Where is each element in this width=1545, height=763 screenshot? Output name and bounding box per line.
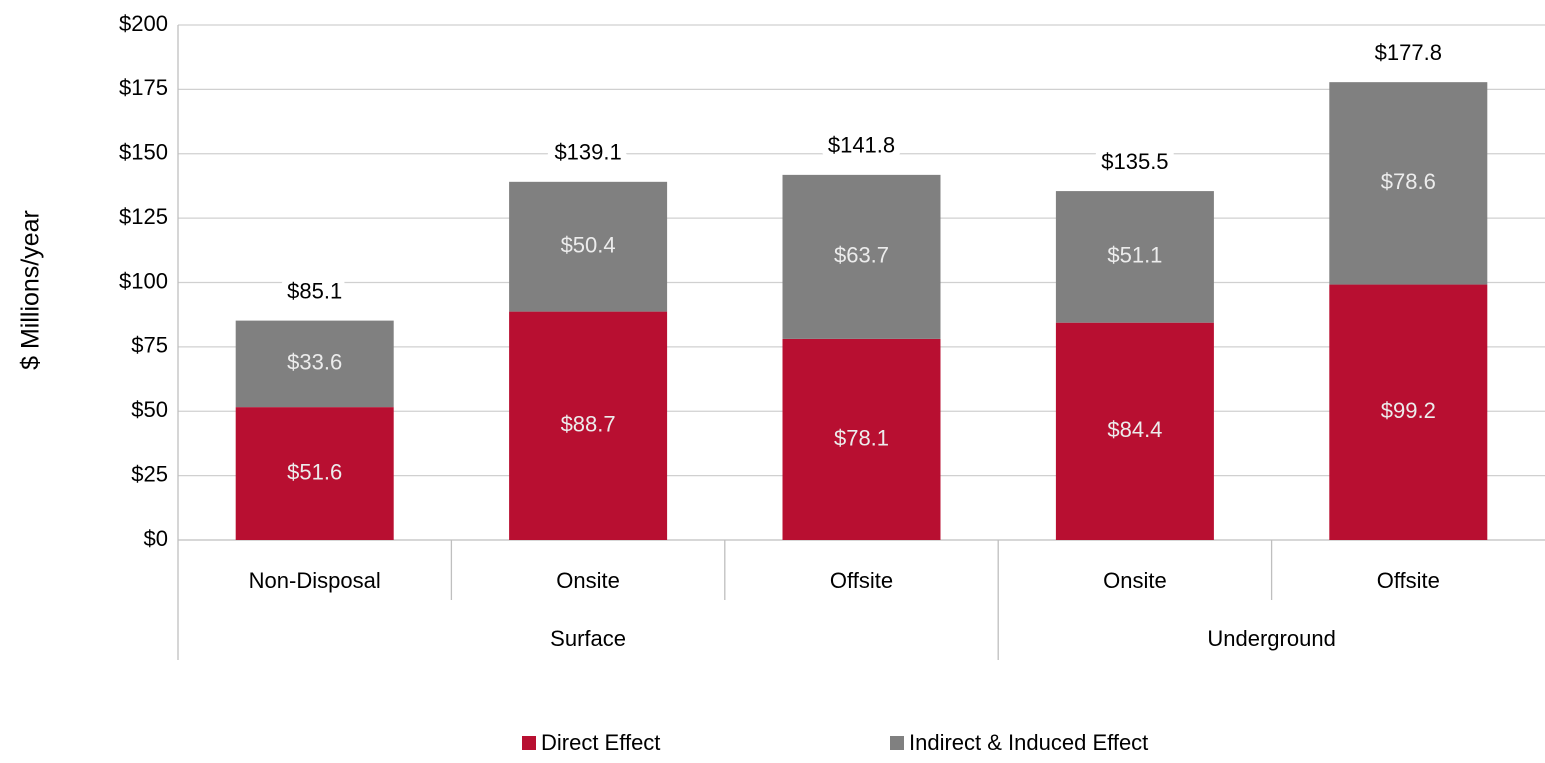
value-label: $63.7 (834, 243, 889, 268)
y-tick-label: $175 (119, 75, 168, 100)
x-tick-label: Offsite (830, 568, 893, 593)
legend-swatch (890, 736, 904, 750)
value-label: $84.4 (1107, 417, 1162, 442)
x-tick-label: Non-Disposal (249, 568, 381, 593)
y-tick-label: $200 (119, 11, 168, 36)
bar-segment (1055, 322, 1214, 540)
x-tick-label: Onsite (1103, 568, 1167, 593)
y-tick-label: $125 (119, 204, 168, 229)
bar-segment (1329, 82, 1488, 285)
value-label: $78.1 (834, 425, 889, 450)
x-tick-label: Onsite (556, 568, 620, 593)
group-label: Underground (1207, 626, 1335, 651)
y-tick-label: $100 (119, 268, 168, 293)
x-tick-label: Offsite (1377, 568, 1440, 593)
bar-segment (509, 181, 668, 312)
bar-segment (509, 311, 668, 540)
y-tick-label: $25 (131, 461, 168, 486)
y-tick-label: $0 (144, 526, 168, 551)
legend-swatch (522, 736, 536, 750)
bar-segment (235, 407, 394, 540)
value-label: $99.2 (1381, 398, 1436, 423)
y-axis-title: $ Millions/year (17, 210, 45, 370)
legend-label: Direct Effect (541, 730, 660, 755)
value-label: $50.4 (561, 233, 616, 258)
value-label: $51.1 (1107, 243, 1162, 268)
y-tick-label: $150 (119, 140, 168, 165)
value-label: $51.6 (287, 459, 342, 484)
bar-segment (1055, 191, 1214, 323)
total-label: $135.5 (1101, 149, 1168, 174)
y-tick-label: $50 (131, 397, 168, 422)
total-label: $139.1 (554, 140, 621, 165)
group-label: Surface (550, 626, 626, 651)
bar-segment (1329, 284, 1488, 540)
value-label: $33.6 (287, 350, 342, 375)
bar-segment (782, 338, 941, 540)
total-label: $177.8 (1375, 40, 1442, 65)
value-label: $78.6 (1381, 169, 1436, 194)
bar-segment (235, 320, 394, 408)
total-label: $85.1 (287, 279, 342, 304)
total-label: $141.8 (828, 133, 895, 158)
y-tick-label: $75 (131, 333, 168, 358)
bar-segment (782, 174, 941, 339)
legend-label: Indirect & Induced Effect (909, 730, 1148, 755)
value-label: $88.7 (561, 412, 616, 437)
